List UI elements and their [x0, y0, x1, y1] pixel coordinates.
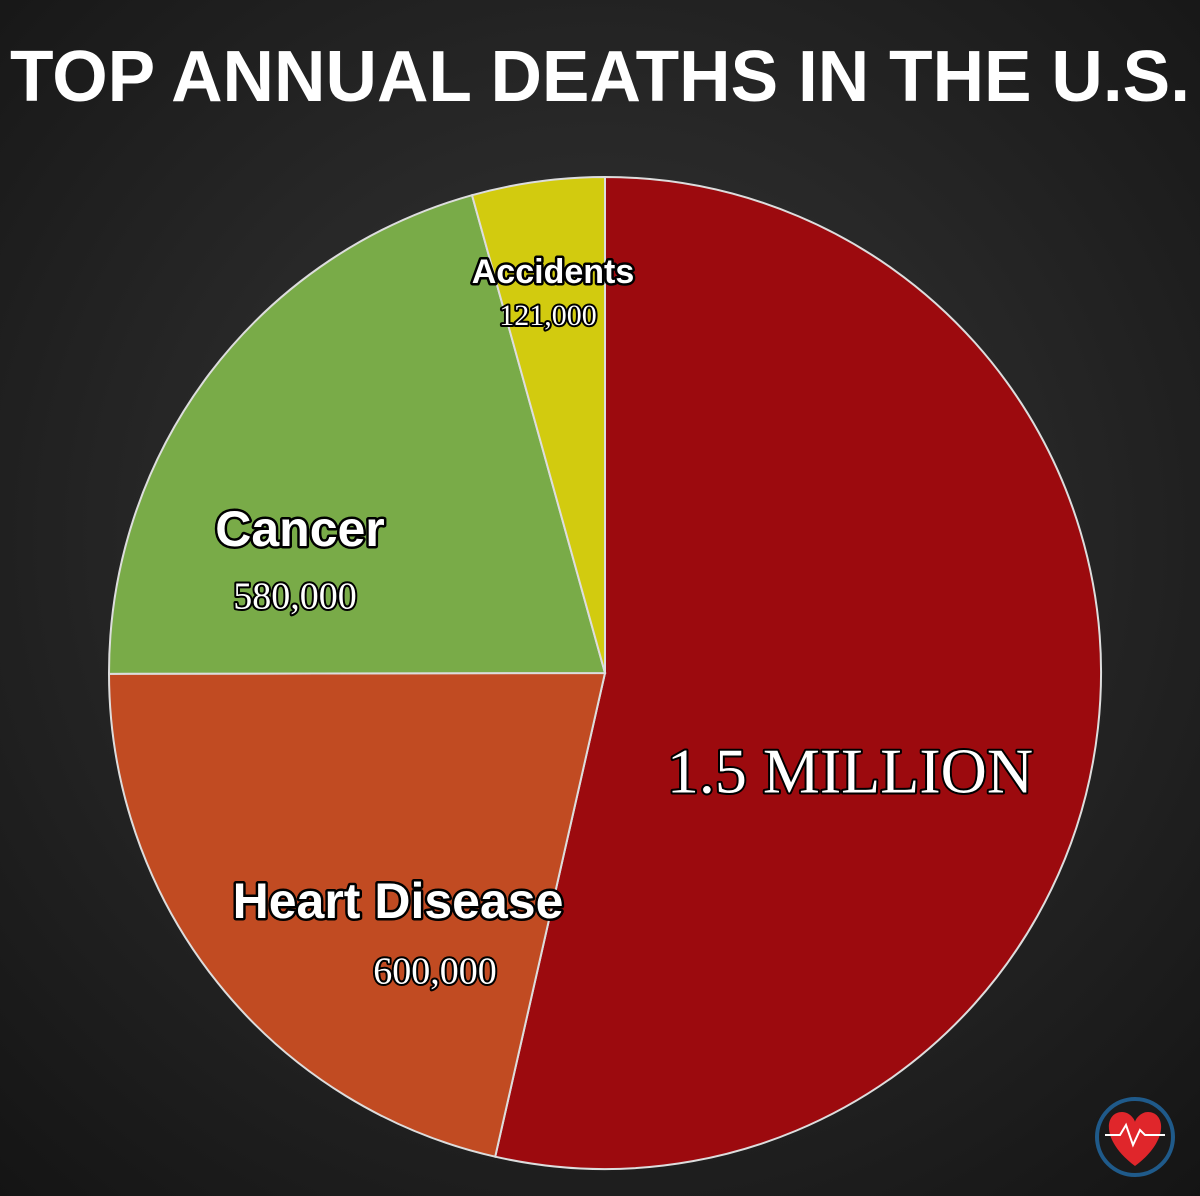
labels: 1.5 MILLION Heart Disease 600,000 Cancer 580… [213, 250, 1035, 994]
pie-slice [470, 175, 606, 674]
pie [107, 175, 1102, 1170]
logo-pulse [1105, 1122, 1165, 1148]
logo [1095, 1097, 1175, 1177]
value-label: 1.5 MILLION [667, 736, 1033, 807]
category-label: Heart Disease [233, 873, 564, 929]
category-label: Cancer [215, 501, 385, 557]
value-label: 580,000 [233, 576, 357, 618]
pie-slice [108, 193, 607, 675]
category-label: Accidents [472, 253, 635, 291]
chart-title: TOP ANNUAL DEATHS IN THE U.S. [10, 37, 1190, 117]
pie-slice [494, 175, 1102, 1170]
value-label: 600,000 [373, 951, 497, 993]
value-label: 121,000 [499, 299, 597, 332]
pie-slice [107, 671, 607, 1158]
